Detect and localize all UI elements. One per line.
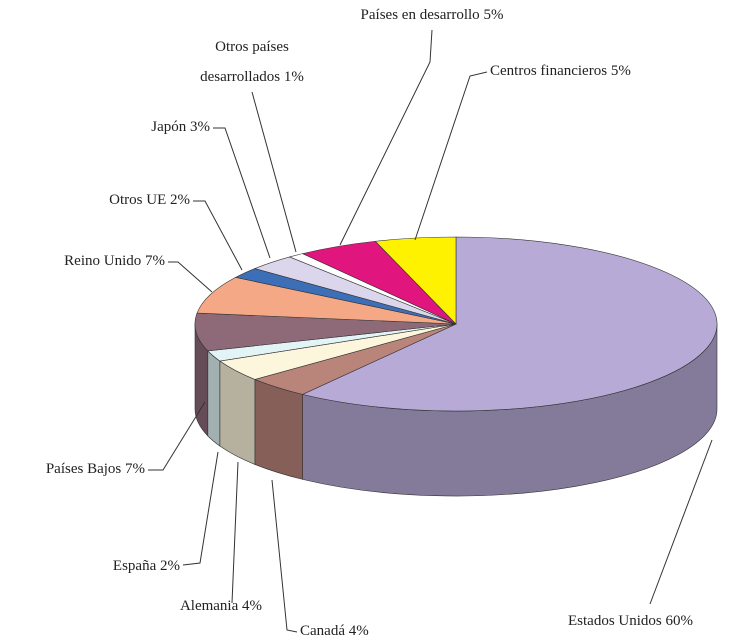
slice-label: Países en desarrollo 5% bbox=[361, 7, 504, 23]
label-value: 60% bbox=[666, 613, 694, 629]
label-name: España bbox=[113, 558, 160, 574]
leader-line bbox=[414, 71, 488, 241]
slice-label: Estados Unidos 60% bbox=[568, 613, 693, 629]
label-name: Países Bajos bbox=[46, 461, 125, 477]
label-name: Otros UE bbox=[109, 192, 170, 208]
label-name-cont: desarrollados bbox=[200, 69, 284, 85]
slice-label: Centros financieros 5% bbox=[490, 63, 631, 79]
label-value: 7% bbox=[125, 461, 145, 477]
leader-line bbox=[193, 200, 243, 271]
label-value: 1% bbox=[284, 69, 304, 85]
leader-line bbox=[182, 451, 219, 566]
leader-line bbox=[168, 261, 213, 293]
slice-label: Japón 3% bbox=[151, 119, 210, 135]
pie-slice bbox=[196, 277, 457, 325]
slice-label: Alemania 4% bbox=[180, 598, 262, 614]
label-value: 5% bbox=[483, 7, 503, 23]
label-value: 4% bbox=[349, 623, 369, 639]
leader-line bbox=[339, 29, 433, 246]
slice-label: Otros países desarrollados 1% bbox=[200, 39, 304, 85]
slice-label: Reino Unido 7% bbox=[64, 253, 165, 269]
label-name: Canadá bbox=[300, 623, 349, 639]
label-name: Países en desarrollo bbox=[361, 7, 484, 23]
leader-line bbox=[213, 127, 271, 259]
label-value: 3% bbox=[190, 119, 210, 135]
label-value: 7% bbox=[145, 253, 165, 269]
slice-side bbox=[254, 379, 303, 480]
slice-label: España 2% bbox=[113, 558, 180, 574]
label-name: Reino Unido bbox=[64, 253, 145, 269]
label-value: 2% bbox=[170, 192, 190, 208]
pie-slice bbox=[194, 312, 457, 352]
label-name: Otros países bbox=[215, 39, 289, 55]
leader-line bbox=[271, 479, 298, 633]
leader-line bbox=[649, 439, 713, 605]
label-name: Alemania bbox=[180, 598, 242, 614]
label-name: Japón bbox=[151, 119, 190, 135]
label-name: Centros financieros bbox=[490, 63, 611, 79]
slice-label: Canadá 4% bbox=[300, 623, 369, 639]
label-value: 4% bbox=[242, 598, 262, 614]
label-name: Estados Unidos bbox=[568, 613, 666, 629]
slice-label: Países Bajos 7% bbox=[46, 461, 145, 477]
slice-side bbox=[207, 350, 221, 447]
leader-line bbox=[231, 461, 239, 604]
label-value: 2% bbox=[160, 558, 180, 574]
leader-line bbox=[251, 91, 297, 253]
pie-slice bbox=[301, 236, 718, 412]
label-value: 5% bbox=[611, 63, 631, 79]
slice-label: Otros UE 2% bbox=[109, 192, 190, 208]
leader-line bbox=[148, 401, 206, 471]
